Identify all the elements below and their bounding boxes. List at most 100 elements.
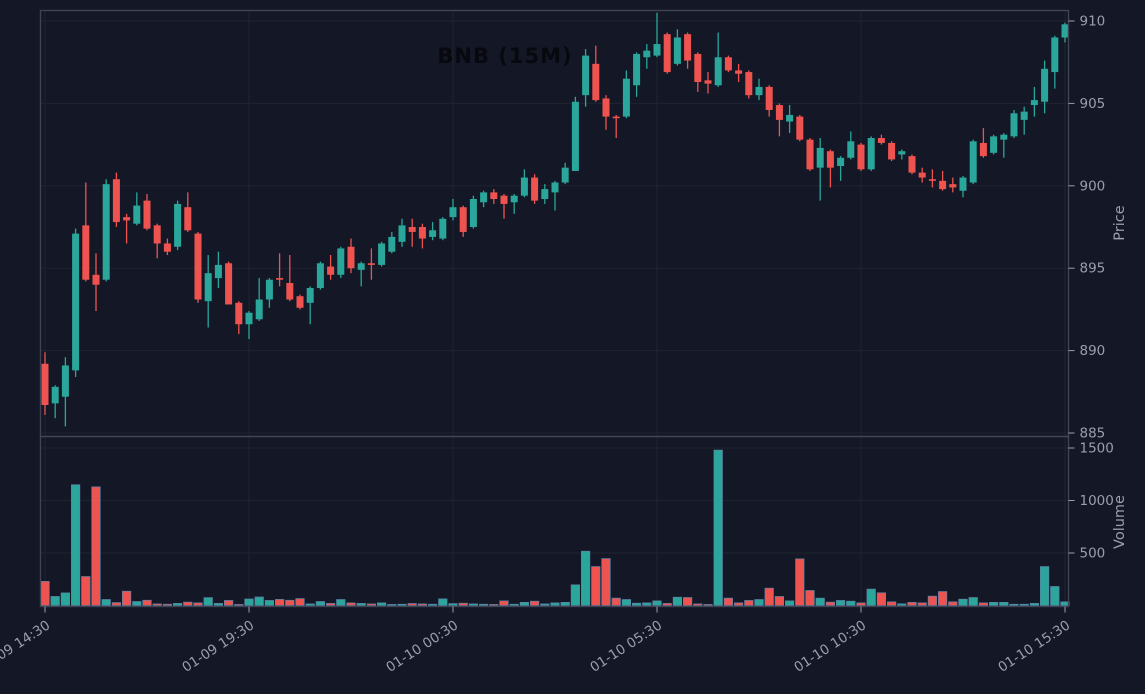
candle-body [235,302,243,325]
price-axis-tick-label: 890 [1080,343,1106,359]
volume-bar [428,603,438,606]
candle-body [949,184,957,188]
volume-bar [50,596,60,606]
volume-bar [886,601,897,606]
volume-bar [417,603,427,606]
candle-body [592,63,600,101]
volume-bar [213,603,223,606]
volume-bar [937,591,948,606]
volume-bars-layer [40,449,1070,606]
candle-body [541,189,549,199]
volume-bar [448,603,458,606]
volume-bar [825,601,836,606]
candle-body [1010,113,1018,137]
volume-bar [438,598,448,606]
candle-body [1041,68,1049,102]
axes-frame-layer [39,9,1070,608]
candle-body [643,50,651,58]
volume-bar [162,603,172,606]
candle-body [928,179,936,181]
candle-body [337,248,345,275]
volume-bar [713,449,723,606]
candle-body [837,157,845,167]
candle-body [826,151,834,168]
volume-bar [805,590,815,606]
x-axis-tick-label: 01-10 05:30 [587,617,665,675]
candle-body [225,263,233,305]
price-axis-tick-label: 900 [1080,178,1106,194]
volume-bar [1050,586,1060,606]
volume-bar [254,596,264,606]
volume-bar [489,604,499,606]
candle-body [969,141,977,183]
volume-axis-tick-label: 1000 [1080,493,1114,509]
volume-bar [397,603,407,606]
candle-body [306,287,314,303]
volume-bar [1009,603,1019,606]
volume-bar [621,599,632,606]
volume-bar [458,602,468,606]
volume-bar [733,602,744,606]
volume-panel-frame [39,435,1070,608]
volume-bar [642,602,652,606]
volume-bar [682,597,693,606]
volume-bar [703,604,713,606]
candle-body [1000,134,1008,140]
candle-body [174,203,182,247]
volume-bar [835,600,846,606]
volume-axis-title: Volume [1112,495,1128,549]
candle-body [429,230,437,237]
volume-bar [81,576,91,606]
x-axis-tick-label: 01-09 14:30 [0,617,53,675]
candle-body [877,138,885,143]
candle-body [41,363,49,405]
candle-body [286,283,294,300]
candle-body [775,105,783,120]
candle-body [296,296,304,308]
candle-body [531,177,539,201]
candle-body [102,184,110,280]
candle-body [367,263,375,265]
volume-bar [927,595,938,606]
grid-layer [41,11,1068,606]
volume-bar [570,584,581,606]
candle-body [490,192,498,199]
volume-bar [305,603,315,606]
volume-bar [336,599,346,606]
candle-body [480,192,488,203]
candle-body [694,53,702,82]
candle-body [204,273,212,302]
candle-body [123,217,131,221]
candle-body [888,142,896,160]
volume-bar [907,601,917,606]
volume-bar [101,599,111,606]
x-axis-tick-label: 01-10 10:30 [791,617,869,675]
candle-body [398,225,406,242]
volume-bar [519,601,530,606]
volume-bar [580,550,591,606]
candle-body [255,299,263,320]
candle-body [653,44,661,56]
candle-body [459,207,467,232]
candle-body [735,70,743,74]
candle-body [1020,111,1028,120]
volume-bar [193,602,203,606]
volume-bar [499,600,509,606]
candle-body [786,114,794,122]
volume-bar [540,603,550,606]
candle-body [959,177,967,191]
candle-body [898,151,906,155]
candle-body [551,182,559,193]
volume-bar [774,596,785,606]
candle-body [857,144,865,170]
volume-bar [601,558,611,606]
candle-body [378,243,386,265]
candle-body [663,34,671,73]
candle-body [745,72,753,96]
candle-body [316,263,324,288]
volume-bar [856,602,866,606]
candle-body [990,136,998,153]
candle-body [510,195,518,203]
candle-body [347,246,355,269]
